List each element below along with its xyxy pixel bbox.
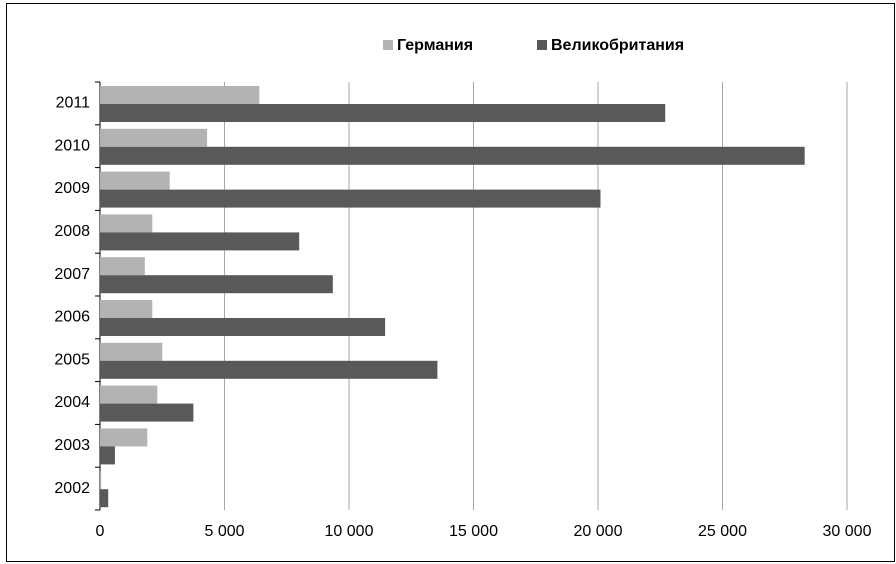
bar [100, 446, 115, 465]
bar [100, 232, 300, 251]
legend-swatch [383, 40, 393, 50]
legend-label: Великобритания [551, 37, 684, 54]
y-tick-label: 2008 [54, 223, 90, 240]
bar [100, 318, 386, 336]
y-tick-label: 2002 [54, 480, 90, 497]
y-tick-label: 2010 [54, 137, 90, 154]
bar [100, 489, 109, 508]
x-tick-label: 10 000 [325, 523, 374, 540]
bar [100, 275, 333, 294]
x-tick-label: 5 000 [204, 523, 244, 540]
legend-swatch [537, 40, 547, 50]
bar [100, 214, 153, 233]
legend-label: Германия [397, 37, 473, 54]
bar [100, 403, 194, 422]
y-tick-label: 2003 [54, 437, 90, 454]
bar [100, 471, 102, 490]
bar [100, 300, 153, 318]
bar [100, 385, 158, 404]
bar [100, 428, 148, 447]
x-tick-label: 30 000 [823, 523, 872, 540]
bar [100, 189, 601, 208]
bar [100, 146, 805, 165]
bar [100, 128, 208, 147]
y-tick-label: 2006 [54, 309, 90, 326]
y-tick-label: 2011 [56, 95, 91, 112]
x-tick-label: 20 000 [574, 523, 623, 540]
bar [100, 360, 438, 379]
x-tick-label: 0 [96, 523, 105, 540]
bar [100, 257, 145, 276]
y-tick-label: 2005 [54, 351, 90, 368]
y-tick-label: 2004 [54, 394, 90, 411]
x-tick-label: 25 000 [698, 523, 747, 540]
bar [100, 342, 163, 361]
bar [100, 104, 666, 122]
y-tick-label: 2009 [54, 180, 90, 197]
y-tick-label: 2007 [54, 266, 90, 283]
bar [100, 171, 170, 190]
x-tick-label: 15 000 [449, 523, 498, 540]
bar [100, 86, 260, 104]
